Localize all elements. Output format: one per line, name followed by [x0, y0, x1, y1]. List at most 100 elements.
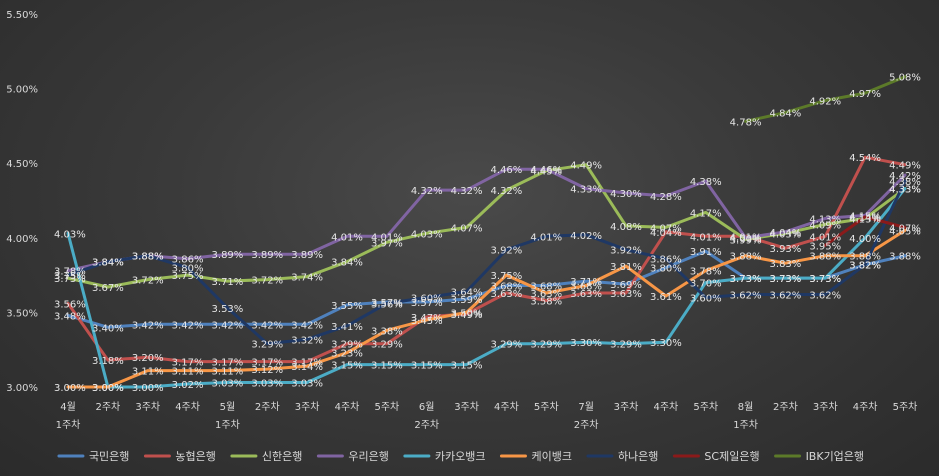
- x-tick-label: 1주차: [215, 419, 240, 431]
- y-tick-label: 3.00%: [6, 383, 38, 394]
- x-tick-label: 1주차: [56, 419, 81, 431]
- data-label: 3.62%: [730, 290, 762, 301]
- data-label: 3.50%: [451, 308, 483, 319]
- data-label: 4.15%: [849, 211, 881, 222]
- data-label: 3.82%: [849, 261, 881, 272]
- data-label: 3.73%: [770, 274, 802, 285]
- data-label: 3.91%: [690, 247, 722, 258]
- data-label: 3.84%: [92, 258, 124, 269]
- x-tick-label: 1주차: [733, 419, 758, 431]
- data-label: 3.69%: [610, 280, 642, 291]
- data-label: 3.67%: [92, 283, 124, 294]
- y-tick-label: 4.00%: [6, 234, 38, 245]
- data-label: 3.86%: [172, 255, 204, 266]
- data-label: 4.84%: [770, 108, 802, 119]
- data-label: 4.33%: [889, 185, 921, 196]
- data-label: 4.01%: [371, 232, 403, 243]
- data-label: 4.03%: [411, 229, 443, 240]
- data-label: 3.83%: [770, 259, 802, 270]
- data-label: 3.57%: [411, 298, 443, 309]
- data-label: 3.68%: [491, 282, 523, 293]
- data-label: 4.01%: [530, 232, 562, 243]
- data-label: 3.93%: [770, 244, 802, 255]
- data-label: 3.82%: [849, 261, 881, 272]
- data-label: 3.78%: [54, 267, 86, 278]
- data-label: 3.88%: [730, 252, 762, 263]
- data-label: 3.29%: [530, 340, 562, 351]
- data-label: 4.46%: [491, 165, 523, 176]
- data-label: 3.97%: [371, 238, 403, 249]
- data-label: 3.17%: [172, 358, 204, 369]
- x-tick-label: 4주차: [653, 401, 678, 413]
- x-tick-label: 2주차: [414, 419, 439, 431]
- data-label: 3.60%: [690, 293, 722, 304]
- data-label: 4.45%: [530, 167, 562, 178]
- legend-label: 케이뱅크: [531, 450, 571, 463]
- data-label: 4.33%: [570, 185, 602, 196]
- data-label: 3.23%: [331, 349, 363, 360]
- data-label: 3.03%: [212, 379, 244, 390]
- data-label: 3.92%: [610, 246, 642, 257]
- data-label: 4.13%: [809, 214, 841, 225]
- data-label: 3.89%: [212, 250, 244, 261]
- data-label: 3.75%: [172, 271, 204, 282]
- data-label: 3.99%: [730, 235, 762, 246]
- data-label: 3.17%: [291, 358, 323, 369]
- data-label: 4.38%: [690, 177, 722, 188]
- data-label: 4.32%: [411, 186, 443, 197]
- data-label: 3.40%: [92, 323, 124, 334]
- x-tick-label: 7월: [578, 401, 594, 413]
- y-tick-label: 3.50%: [6, 308, 38, 319]
- series-line: [744, 75, 907, 123]
- data-label: 3.11%: [132, 367, 164, 378]
- data-label: 3.81%: [610, 262, 642, 273]
- data-label: 3.63%: [491, 289, 523, 300]
- data-label: 3.00%: [54, 383, 86, 394]
- data-label: 4.49%: [570, 161, 602, 172]
- legend-label: 국민은행: [89, 450, 129, 463]
- x-tick-label: 2주차: [255, 401, 280, 413]
- data-label: 5.08%: [889, 73, 921, 84]
- legend-label: 하나은행: [618, 449, 658, 463]
- x-tick-label: 3주차: [614, 401, 639, 413]
- data-label: 4.32%: [451, 186, 483, 197]
- data-label: 3.88%: [889, 252, 921, 263]
- data-label: 3.73%: [54, 274, 86, 285]
- data-label: 3.63%: [610, 289, 642, 300]
- data-label: 3.11%: [212, 367, 244, 378]
- data-label: 3.11%: [172, 367, 204, 378]
- y-tick-label: 4.50%: [6, 159, 38, 170]
- x-tick-label: 2주차: [773, 401, 798, 413]
- data-label: 3.89%: [251, 250, 283, 261]
- data-label: 3.73%: [809, 274, 841, 285]
- data-label: 3.58%: [530, 296, 562, 307]
- data-label: 3.62%: [809, 290, 841, 301]
- data-label: 4.01%: [730, 232, 762, 243]
- data-label: 3.30%: [650, 338, 682, 349]
- y-tick-label: 5.00%: [6, 85, 38, 96]
- data-label: 3.61%: [650, 292, 682, 303]
- data-label: 3.71%: [212, 277, 244, 288]
- data-label: 4.42%: [889, 171, 921, 182]
- data-label: 3.29%: [491, 340, 523, 351]
- data-label: 4.00%: [849, 234, 881, 245]
- series-line: [823, 215, 907, 247]
- data-label: 3.88%: [132, 252, 164, 263]
- data-label: 3.18%: [92, 356, 124, 367]
- data-label: 3.60%: [411, 293, 443, 304]
- data-label: 3.42%: [251, 320, 283, 331]
- legend-label: 카카오뱅크: [435, 450, 486, 463]
- data-label: 4.97%: [849, 89, 881, 100]
- data-labels: 3.48% 3.40% 3.42% 3.42% 3.42% 3.42% 3.42% 3.55%…: [54, 73, 921, 394]
- data-label: 4.46%: [530, 165, 562, 176]
- data-label: 3.38%: [371, 326, 403, 337]
- data-label: 3.95%: [809, 241, 841, 252]
- data-label: 4.01%: [690, 232, 722, 243]
- data-label: 4.04%: [650, 228, 682, 239]
- data-label: 3.88%: [132, 252, 164, 263]
- data-label: 3.68%: [570, 282, 602, 293]
- data-label: 3.32%: [291, 335, 323, 346]
- legend-label: IBK기업은행: [806, 450, 864, 463]
- data-label: 3.29%: [331, 340, 363, 351]
- data-label: 3.30%: [570, 338, 602, 349]
